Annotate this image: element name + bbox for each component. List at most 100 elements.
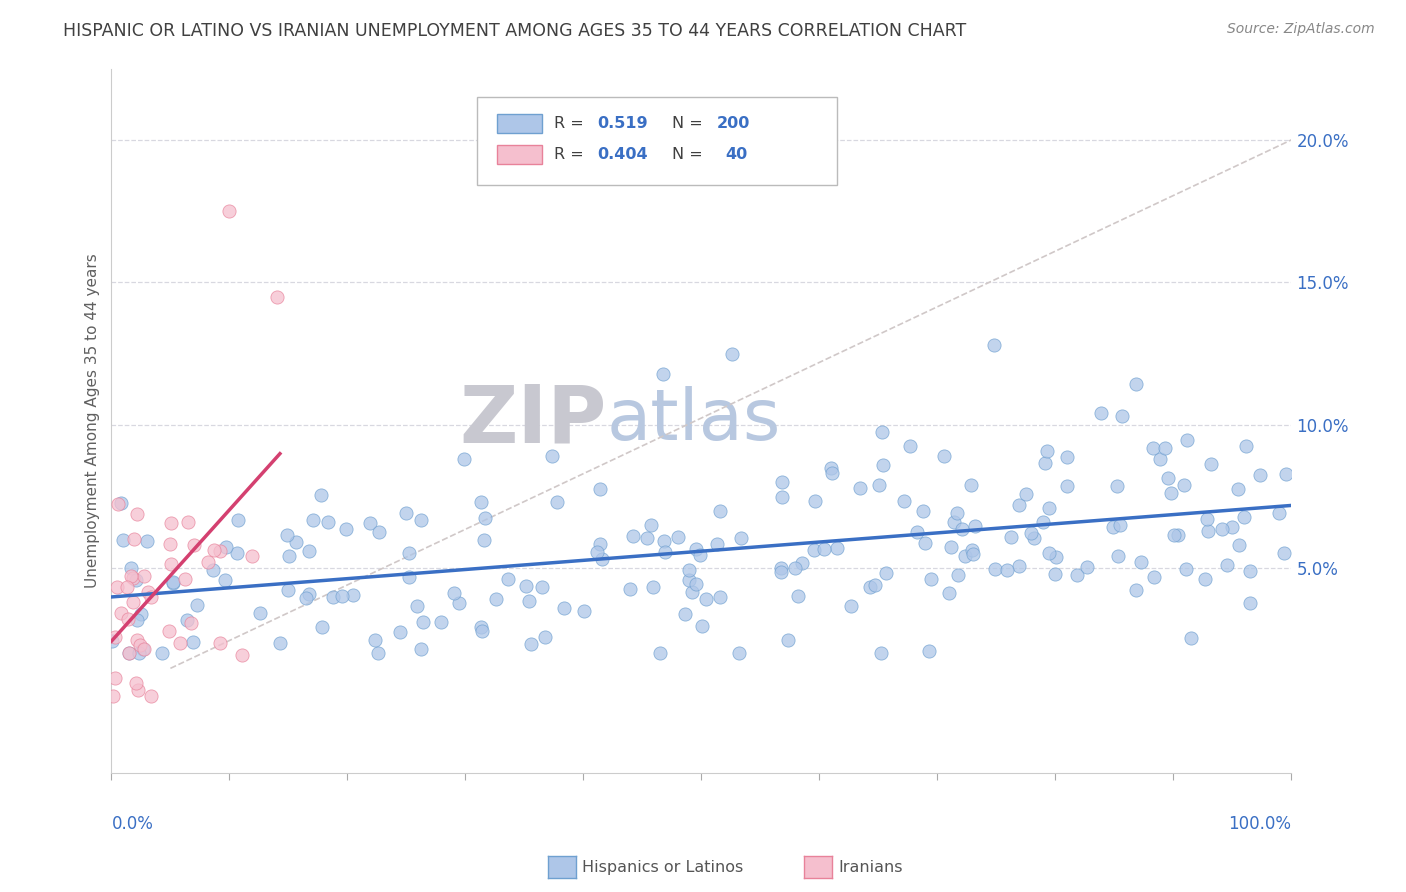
Point xyxy=(1249,468,1271,483)
Point xyxy=(1033,456,1056,470)
Point xyxy=(1239,564,1261,578)
Point xyxy=(118,646,141,660)
Point xyxy=(709,591,731,605)
Point xyxy=(1173,477,1195,491)
Point xyxy=(176,613,198,627)
Point xyxy=(770,475,793,489)
Point xyxy=(485,592,508,607)
Point xyxy=(1000,530,1022,544)
Point xyxy=(872,458,894,472)
Point xyxy=(858,580,880,594)
Point xyxy=(963,518,986,533)
Point xyxy=(215,540,238,554)
Point xyxy=(135,533,157,548)
Point xyxy=(546,494,568,508)
Point xyxy=(591,552,613,566)
Point xyxy=(839,599,862,613)
Point xyxy=(309,488,332,502)
Point xyxy=(938,586,960,600)
Point xyxy=(1125,376,1147,391)
Point xyxy=(1036,444,1059,458)
Point xyxy=(115,580,138,594)
Point xyxy=(266,290,288,304)
Point xyxy=(1234,439,1257,453)
Point xyxy=(284,535,307,549)
Point xyxy=(125,613,148,627)
Text: 0.404: 0.404 xyxy=(598,147,648,162)
Point xyxy=(249,606,271,620)
Point xyxy=(709,504,731,518)
Point xyxy=(180,616,202,631)
Text: atlas: atlas xyxy=(607,386,782,455)
Point xyxy=(226,546,249,560)
Point xyxy=(803,543,825,558)
Point xyxy=(110,607,132,621)
Point xyxy=(120,569,142,583)
Text: Hispanics or Latinos: Hispanics or Latinos xyxy=(582,860,744,874)
Point xyxy=(453,451,475,466)
Point xyxy=(129,638,152,652)
Point xyxy=(1160,486,1182,500)
Point xyxy=(898,439,921,453)
Point xyxy=(311,620,333,634)
Point xyxy=(298,544,321,558)
Point xyxy=(681,585,703,599)
Point xyxy=(1180,631,1202,645)
Point xyxy=(955,549,977,563)
Point xyxy=(820,461,842,475)
Point xyxy=(574,604,596,618)
Point xyxy=(515,579,537,593)
Point xyxy=(125,632,148,647)
Text: 200: 200 xyxy=(717,116,751,131)
Point xyxy=(125,676,148,690)
Point xyxy=(652,533,675,548)
Point xyxy=(668,530,690,544)
Point xyxy=(685,542,707,557)
Point xyxy=(770,566,793,580)
Point xyxy=(727,646,749,660)
Point xyxy=(409,513,432,527)
FancyBboxPatch shape xyxy=(498,145,543,163)
Point xyxy=(946,568,969,582)
Point xyxy=(1076,559,1098,574)
Point xyxy=(240,549,263,564)
Point xyxy=(121,571,143,585)
Point xyxy=(1019,526,1042,541)
Point xyxy=(160,557,183,571)
Point xyxy=(183,538,205,552)
Point xyxy=(914,536,936,550)
Point xyxy=(1015,487,1038,501)
FancyBboxPatch shape xyxy=(477,96,837,185)
Point xyxy=(678,573,700,587)
Point xyxy=(174,572,197,586)
Point xyxy=(295,591,318,605)
Point xyxy=(139,590,162,604)
Point xyxy=(107,497,129,511)
Text: 0.519: 0.519 xyxy=(598,116,648,131)
Point xyxy=(277,583,299,598)
Text: R =: R = xyxy=(554,116,589,131)
Point xyxy=(959,477,981,491)
Point xyxy=(1156,471,1178,485)
Point xyxy=(1197,524,1219,538)
Point xyxy=(778,633,800,648)
Point xyxy=(804,494,827,508)
Text: HISPANIC OR LATINO VS IRANIAN UNEMPLOYMENT AMONG AGES 35 TO 44 YEARS CORRELATION: HISPANIC OR LATINO VS IRANIAN UNEMPLOYME… xyxy=(63,22,966,40)
Point xyxy=(983,338,1005,352)
Point xyxy=(470,620,492,634)
Point xyxy=(110,495,132,509)
Point xyxy=(534,630,557,644)
Point xyxy=(865,578,887,592)
Point xyxy=(730,531,752,545)
Point xyxy=(785,561,807,575)
Point xyxy=(962,547,984,561)
Point xyxy=(159,537,181,551)
Point xyxy=(127,682,149,697)
Point xyxy=(1056,450,1078,464)
Point xyxy=(395,506,418,520)
Point xyxy=(398,546,420,560)
Point xyxy=(100,633,122,648)
Text: Iranians: Iranians xyxy=(838,860,903,874)
Point xyxy=(276,528,298,542)
Point xyxy=(520,637,543,651)
